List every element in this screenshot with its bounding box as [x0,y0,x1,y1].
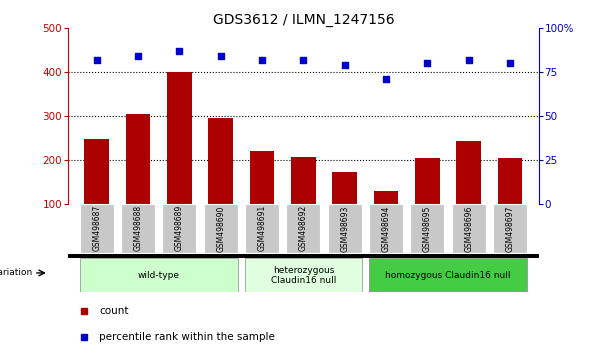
FancyBboxPatch shape [163,204,196,253]
Point [340,62,349,68]
Title: GDS3612 / ILMN_1247156: GDS3612 / ILMN_1247156 [213,13,394,27]
Bar [373,191,398,204]
Bar [84,139,109,204]
Point [92,57,101,63]
Point [381,76,391,82]
Point [423,61,432,66]
Text: heterozygous
Claudin16 null: heterozygous Claudin16 null [271,266,336,285]
Text: GSM498687: GSM498687 [92,205,101,251]
Bar [415,159,440,204]
Text: GSM498691: GSM498691 [257,205,266,251]
Point [505,61,515,66]
Point [299,57,308,63]
Point [464,57,474,63]
FancyBboxPatch shape [204,204,237,253]
FancyBboxPatch shape [245,258,362,292]
Bar [291,157,316,204]
Bar [209,118,233,204]
Point [133,53,143,59]
Text: GSM498693: GSM498693 [340,205,349,252]
Text: count: count [99,306,128,316]
FancyBboxPatch shape [327,204,362,253]
Text: GSM498697: GSM498697 [505,205,515,252]
FancyBboxPatch shape [411,204,444,253]
Text: genotype/variation: genotype/variation [0,268,32,278]
Bar [456,141,481,204]
FancyBboxPatch shape [245,204,279,253]
FancyBboxPatch shape [369,204,403,253]
FancyBboxPatch shape [493,204,527,253]
FancyBboxPatch shape [452,204,485,253]
Bar [167,72,192,204]
Text: homozygous Claudin16 null: homozygous Claudin16 null [385,271,511,280]
Bar [498,159,522,204]
Point [257,57,267,63]
FancyBboxPatch shape [121,204,155,253]
FancyBboxPatch shape [68,254,539,258]
Text: GSM498692: GSM498692 [299,205,308,251]
Text: GSM498694: GSM498694 [382,205,391,252]
Text: GSM498689: GSM498689 [175,205,184,251]
Text: GSM498688: GSM498688 [134,205,143,251]
Text: percentile rank within the sample: percentile rank within the sample [99,332,275,342]
Point [216,53,226,59]
Bar [332,172,357,204]
Point [174,48,184,54]
Bar [125,114,150,204]
Bar [250,151,274,204]
FancyBboxPatch shape [286,204,320,253]
Text: wild-type: wild-type [138,271,180,280]
FancyBboxPatch shape [80,258,237,292]
Text: GSM498696: GSM498696 [464,205,473,252]
Text: GSM498690: GSM498690 [216,205,225,252]
FancyBboxPatch shape [369,258,527,292]
FancyBboxPatch shape [80,204,114,253]
Text: GSM498695: GSM498695 [423,205,432,252]
